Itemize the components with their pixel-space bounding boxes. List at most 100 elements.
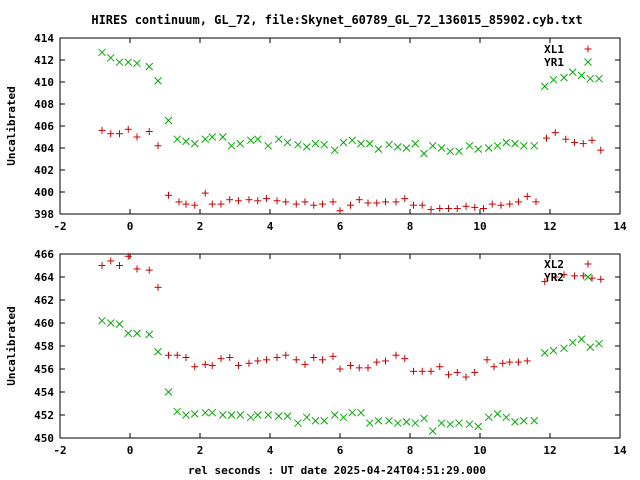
data-point-yr2 [502, 413, 511, 422]
x-tick-label: 12 [543, 444, 556, 457]
data-point-xl1 [364, 199, 372, 207]
data-point-xl2 [410, 367, 417, 375]
data-point-yr1 [320, 140, 329, 149]
data-point-yr1 [274, 135, 283, 144]
x-tick-label: 12 [543, 220, 556, 233]
data-point-xl1 [208, 200, 216, 208]
data-point-xl1 [488, 200, 496, 208]
data-point-xl2 [436, 363, 444, 371]
data-point-yr2 [330, 411, 339, 419]
y-tick-label: 452 [34, 409, 54, 422]
data-point-yr2 [357, 408, 365, 417]
data-point-xl2 [401, 355, 409, 363]
data-point-yr1 [190, 139, 199, 148]
data-point-yr2 [411, 419, 420, 427]
figure-title: HIRES continuum, GL_72, file:Skynet_6078… [91, 13, 582, 28]
data-point-xl1 [497, 201, 505, 209]
data-point-yr1 [330, 146, 339, 155]
data-point-xl1 [392, 198, 400, 206]
data-point-yr2 [385, 416, 393, 425]
data-point-yr1 [227, 141, 236, 150]
data-point-yr2 [465, 420, 474, 429]
data-point-xl1 [191, 201, 199, 209]
data-point-xl2 [208, 362, 216, 370]
data-point-xl1 [462, 202, 470, 210]
data-point-xl2 [364, 364, 372, 372]
data-point-xl2 [145, 266, 153, 274]
y-tick-label: 464 [34, 271, 54, 284]
data-point-yr2 [283, 412, 292, 421]
top-legend: XL1 YR1 [544, 43, 592, 69]
y-tick-label: 398 [34, 208, 54, 221]
data-point-xl2 [98, 262, 106, 269]
data-point-xl1 [319, 200, 326, 208]
data-point-xl1 [301, 198, 309, 206]
data-point-yr1 [502, 138, 511, 147]
data-point-xl1 [410, 201, 417, 209]
data-point-xl1 [133, 133, 141, 141]
data-point-xl2 [355, 364, 363, 372]
data-point-xl2 [329, 352, 337, 360]
data-point-yr1 [106, 53, 115, 62]
data-point-xl2 [347, 362, 354, 370]
data-point-yr2 [511, 418, 519, 426]
data-point-xl2 [182, 354, 190, 361]
data-point-xl1 [226, 196, 234, 204]
data-point-yr2 [428, 427, 437, 435]
data-point-yr2 [339, 413, 348, 422]
data-point-xl2 [483, 356, 491, 364]
data-point-yr1 [577, 71, 586, 80]
data-point-xl1 [427, 206, 435, 214]
data-point-xl2 [336, 365, 344, 373]
legend-symbol-yr2 [584, 273, 592, 281]
data-point-yr1 [519, 141, 528, 150]
data-point-xl1 [571, 139, 578, 146]
data-point-xl1 [107, 130, 115, 138]
data-point-xl1 [579, 140, 587, 148]
data-point-yr2 [236, 411, 245, 419]
data-point-xl2 [310, 354, 318, 361]
x-tick-label: 2 [197, 220, 204, 233]
data-point-xl1 [506, 200, 514, 208]
data-point-yr2 [348, 408, 357, 417]
y-tick-label: 460 [34, 317, 54, 330]
data-point-yr2 [577, 335, 586, 343]
data-point-yr2 [560, 344, 568, 353]
data-point-yr2 [540, 349, 549, 357]
data-point-yr2 [124, 329, 133, 338]
x-axis-label: rel seconds : UT date 2025-04-24T04:51:2… [188, 464, 486, 477]
y-tick-label: 402 [34, 164, 54, 177]
data-point-yr2 [374, 416, 383, 425]
data-point-yr2 [549, 346, 558, 355]
data-point-yr1 [98, 48, 106, 57]
data-point-yr1 [365, 139, 374, 148]
data-point-yr1 [455, 147, 463, 156]
data-point-xl2 [551, 273, 559, 281]
data-point-yr2 [393, 419, 402, 427]
data-point-xl1 [124, 125, 132, 133]
data-point-yr2 [484, 413, 493, 422]
data-point-xl2 [597, 275, 605, 283]
data-point-yr1 [348, 136, 357, 145]
legend-marker-yr2 [584, 273, 592, 281]
data-point-yr2 [133, 329, 141, 338]
x-tick-label: 2 [197, 444, 204, 457]
data-point-yr1 [437, 144, 446, 152]
data-point-yr2 [218, 411, 227, 419]
data-point-xl2 [245, 359, 253, 367]
x-tick-label: 6 [337, 444, 344, 457]
x-tick-label: 8 [407, 444, 414, 457]
data-point-yr2 [586, 343, 595, 352]
legend-symbol-yr1 [584, 58, 592, 66]
x-tick-label: 10 [473, 220, 486, 233]
data-point-xl1 [235, 197, 242, 205]
data-point-xl1 [245, 196, 253, 204]
data-point-xl1 [523, 192, 531, 200]
data-point-yr2 [264, 411, 273, 419]
top-axis-ticks: -2 0 2 4 6 8 10 12 14 398 400 402 404 406 408 410 412 414 [34, 32, 627, 233]
data-point-xl2 [382, 357, 389, 365]
data-point-yr1 [402, 144, 411, 152]
data-point-xl1 [597, 146, 605, 154]
data-point-yr2 [246, 413, 255, 422]
